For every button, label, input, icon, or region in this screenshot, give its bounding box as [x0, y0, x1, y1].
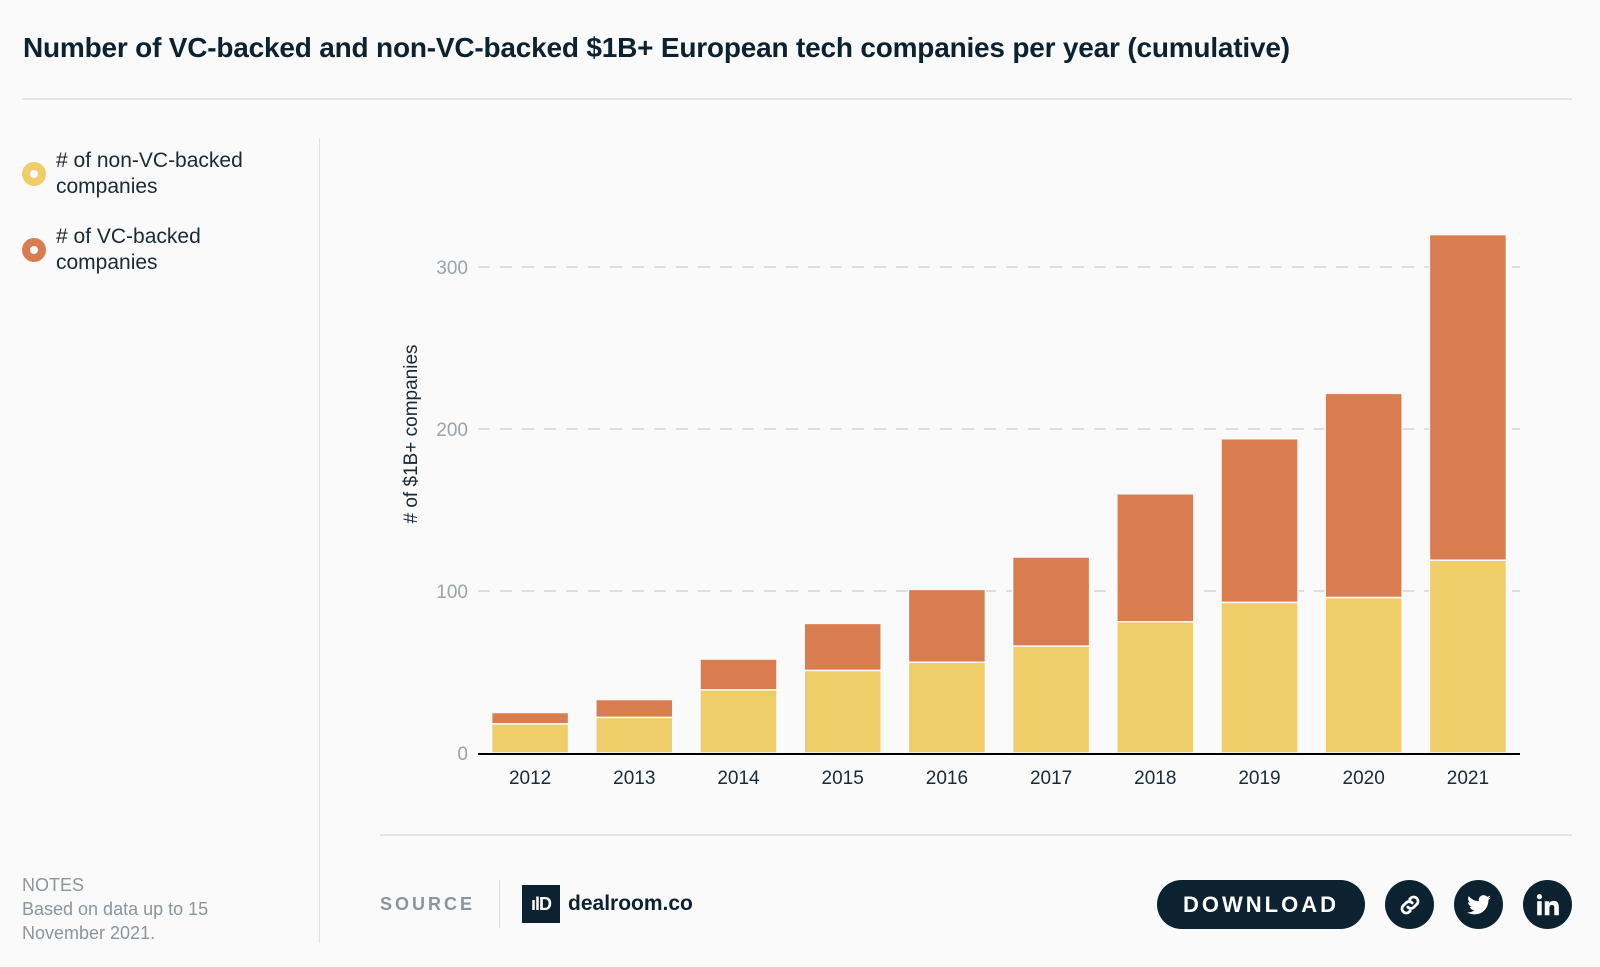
x-tick-label: 2021 [1447, 768, 1489, 789]
bar-segment-vc [1116, 493, 1195, 623]
y-tick-label: 200 [436, 420, 468, 441]
y-tick-label: 0 [457, 744, 468, 765]
x-tick-label: 2014 [717, 768, 760, 789]
x-tick-label: 2016 [926, 768, 968, 789]
bar-segment-non-vc [699, 689, 778, 754]
bar-segment-non-vc [1324, 596, 1403, 754]
bar-segment-non-vc [1220, 601, 1299, 754]
bar-segment-vc [490, 711, 570, 725]
legend-item-vc[interactable]: # of VC-backed companies [22, 224, 302, 276]
linkedin-icon [1536, 893, 1559, 915]
footer-divider [380, 834, 1572, 836]
bar-segment-vc [1220, 437, 1299, 604]
bar-segment-non-vc [803, 669, 882, 754]
header-divider [22, 98, 1572, 100]
legend-item-non-vc[interactable]: # of non-VC-backed companies [22, 148, 302, 200]
source-separator [499, 880, 501, 928]
share-actions: DOWNLOAD [1157, 880, 1572, 929]
bar-segment-vc [1428, 233, 1508, 561]
legend-dot-vc-icon [22, 238, 46, 262]
source-label: SOURCE [380, 893, 476, 914]
linkedin-share-button[interactable] [1523, 880, 1572, 929]
bar-segment-vc [1011, 556, 1091, 647]
notes: NOTES Based on data up to 15 November 20… [22, 873, 262, 945]
link-icon [1400, 895, 1419, 914]
bar-segment-non-vc [490, 723, 570, 754]
bar-segment-non-vc [1428, 559, 1508, 754]
download-button[interactable]: DOWNLOAD [1157, 880, 1365, 929]
copy-link-button[interactable] [1385, 880, 1434, 929]
legend-label-vc: # of VC-backed companies [56, 225, 201, 274]
x-tick-label: 2018 [1134, 768, 1176, 789]
notes-heading: NOTES [22, 875, 85, 895]
twitter-icon [1466, 894, 1491, 914]
dealroom-logo-text: dealroom.co [568, 892, 693, 915]
dealroom-logo-icon: ılD [522, 885, 561, 923]
bars [490, 233, 1508, 754]
x-tick-label: 2017 [1030, 768, 1072, 789]
bar-segment-vc [907, 588, 987, 664]
x-tick-label: 2012 [509, 768, 551, 789]
dealroom-logo-link[interactable]: ılD dealroom.co [522, 885, 693, 923]
y-tick-label: 300 [436, 258, 468, 279]
twitter-share-button[interactable] [1454, 880, 1503, 929]
x-tick-label: 2019 [1238, 768, 1280, 789]
bar-segment-vc [803, 622, 882, 672]
bar-segment-non-vc [907, 661, 987, 754]
bar-segment-vc [699, 658, 778, 691]
legend: # of non-VC-backed companies # of VC-bac… [22, 148, 302, 300]
chart-area: 0 100 200 300 2012 2013 2014 2015 2016 2017 2018 2… [380, 138, 1580, 818]
notes-text: Based on data up to 15 November 2021. [22, 899, 209, 943]
bar-segment-vc [1324, 392, 1403, 599]
legend-dot-non-vc-icon [22, 162, 46, 186]
legend-label-non-vc: # of non-VC-backed companies [56, 149, 243, 198]
bar-segment-non-vc [1116, 621, 1195, 754]
x-tick-label: 2015 [822, 768, 864, 789]
x-tick-label: 2020 [1343, 768, 1385, 789]
sidebar-divider [319, 138, 320, 943]
bar-segment-vc [595, 698, 674, 719]
x-tick-label: 2013 [613, 768, 655, 789]
bar-segment-non-vc [595, 716, 674, 754]
source: SOURCE ılD dealroom.co [380, 880, 693, 928]
y-axis-ticks: 0 100 200 300 [436, 258, 468, 765]
bar-segment-non-vc [1011, 645, 1091, 754]
chart-title: Number of VC-backed and non-VC-backed $1… [23, 32, 1290, 63]
y-axis-label: # of $1B+ companies [401, 344, 422, 523]
x-axis-ticks: 2012 2013 2014 2015 2016 2017 2018 2019 2020 2021 [509, 768, 1489, 789]
y-tick-label: 100 [436, 582, 468, 603]
